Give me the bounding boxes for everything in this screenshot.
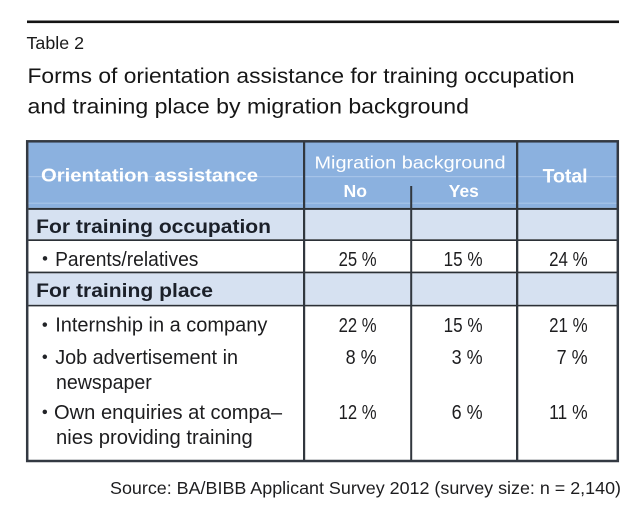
svg-text:7 %: 7 % xyxy=(557,347,588,369)
svg-text:Internship in a company: Internship in a company xyxy=(55,315,268,337)
svg-text:25 %: 25 % xyxy=(339,249,377,271)
svg-text:Parents/relatives: Parents/relatives xyxy=(55,249,198,271)
svg-text:Migration background: Migration background xyxy=(315,153,506,173)
svg-text:For training place: For training place xyxy=(36,280,213,302)
svg-text:22 %: 22 % xyxy=(339,315,377,337)
svg-text:Source: BA/BIBB Applicant Surv: Source: BA/BIBB Applicant Survey 2012 (s… xyxy=(110,478,621,498)
svg-text:For training occupation: For training occupation xyxy=(36,216,271,238)
svg-text:3 %: 3 % xyxy=(452,347,483,369)
svg-text:Job advertisement in: Job advertisement in xyxy=(55,347,238,369)
svg-text:Yes: Yes xyxy=(449,181,479,201)
svg-text:and training place by migratio: and training place by migration backgrou… xyxy=(28,95,470,119)
svg-text:Total: Total xyxy=(543,167,588,188)
svg-text:6 %: 6 % xyxy=(452,402,483,424)
svg-text:21 %: 21 % xyxy=(549,315,588,337)
svg-text:No: No xyxy=(344,181,368,201)
svg-text:Orientation assistance: Orientation assistance xyxy=(41,165,258,186)
svg-text:newspaper: newspaper xyxy=(56,372,152,394)
svg-text:15 %: 15 % xyxy=(444,315,483,337)
svg-text:Forms of orientation assistanc: Forms of orientation assistance for trai… xyxy=(28,64,575,88)
svg-text:11 %: 11 % xyxy=(549,402,588,424)
svg-text:24 %: 24 % xyxy=(549,249,588,271)
svg-text:Table 2: Table 2 xyxy=(27,33,85,53)
svg-text:8 %: 8 % xyxy=(346,347,377,369)
svg-text:12 %: 12 % xyxy=(339,402,377,424)
svg-text:15 %: 15 % xyxy=(444,249,483,271)
svg-text:nies providing training: nies providing training xyxy=(56,427,253,449)
svg-text:Own enquiries at compa–: Own enquiries at compa– xyxy=(54,402,283,424)
